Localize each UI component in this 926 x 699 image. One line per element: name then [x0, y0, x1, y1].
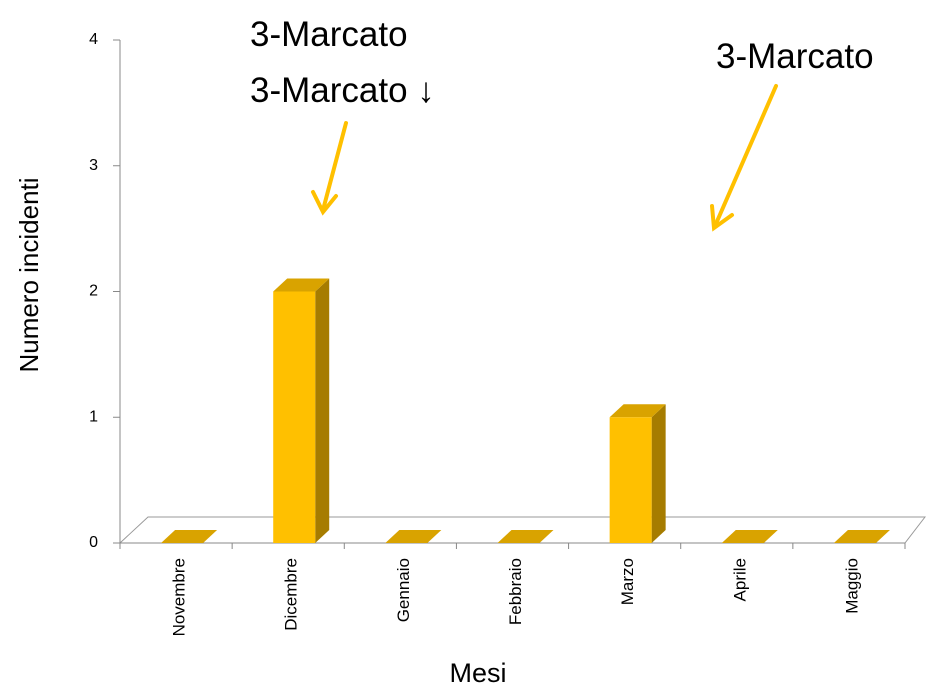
bar: [609, 404, 666, 543]
bar: [385, 530, 442, 543]
bar: [721, 530, 778, 543]
y-tick-label: 0: [89, 534, 98, 551]
y-tick-label: 4: [89, 31, 98, 48]
x-tick-label: Novembre: [170, 558, 189, 636]
x-tick-label: Gennaio: [394, 558, 413, 622]
bar-front: [273, 291, 316, 543]
bar-top: [721, 530, 778, 543]
x-tick-label: Febbraio: [506, 558, 525, 625]
x-tick-label: Aprile: [730, 558, 749, 601]
arrows: [311, 84, 778, 232]
bar-top: [161, 530, 218, 543]
bar-top: [385, 530, 442, 543]
arrow: [713, 84, 778, 228]
bar-top: [609, 404, 666, 418]
arrow-head: [710, 204, 734, 232]
bar: [273, 278, 330, 543]
bar-top: [833, 530, 890, 543]
y-tick-label: 2: [89, 283, 98, 300]
bar: [161, 530, 218, 543]
bar-top: [273, 278, 330, 292]
x-tick-label: Maggio: [842, 558, 861, 614]
arrow-head: [311, 190, 338, 216]
y-tick-label: 1: [89, 408, 98, 425]
bar: [497, 530, 554, 543]
bar: [833, 530, 890, 543]
x-axis-label: Mesi: [449, 658, 506, 688]
x-tick-label: Marzo: [618, 558, 637, 605]
y-axis-label: Numero incidenti: [14, 177, 44, 372]
bar-side: [651, 404, 666, 543]
bar-top: [497, 530, 554, 543]
bar-front: [609, 417, 652, 543]
x-tick-label: Dicembre: [282, 558, 301, 631]
annotation: 3-Marcato ↓: [250, 71, 435, 110]
annotation: 3-Marcato: [716, 37, 874, 76]
y-tick-label: 3: [89, 157, 98, 174]
arrow: [321, 121, 348, 212]
annotation: 3-Marcato: [250, 15, 408, 54]
bar-side: [315, 278, 330, 543]
